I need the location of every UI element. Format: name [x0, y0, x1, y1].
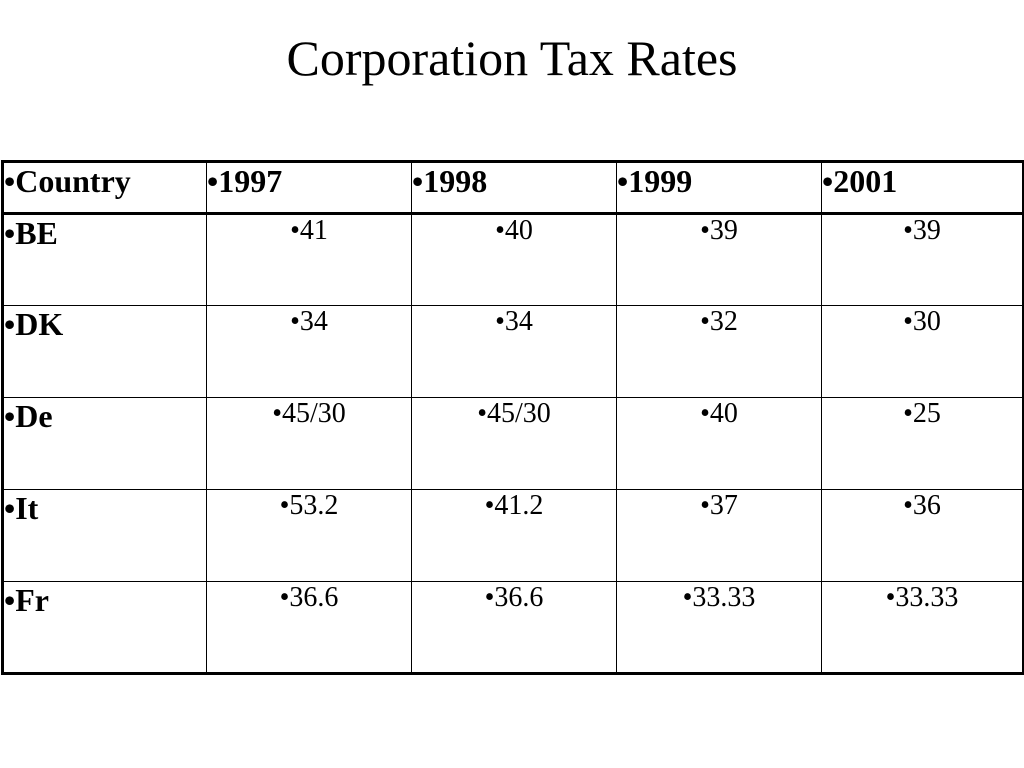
bullet-marker: [903, 490, 913, 521]
country-cell: De: [1, 397, 207, 490]
bullet-marker: [700, 490, 710, 521]
country-label: De: [15, 398, 53, 434]
rate-value: 37: [709, 490, 738, 521]
rate-value: 41.2: [494, 490, 544, 521]
bullet-marker: [485, 582, 495, 613]
bullet-marker: [495, 306, 505, 337]
bullet-marker: [290, 306, 300, 337]
table-row: Fr 36.6 36.6 33.33 33.33: [1, 581, 1024, 675]
country-cell: DK: [1, 305, 207, 398]
rate-value: 36.6: [494, 582, 544, 613]
rate-cell: 41: [206, 213, 412, 306]
rate-cell: 45/30: [411, 397, 617, 490]
column-header-label: 1998: [423, 163, 488, 199]
rate-cell: 36.6: [411, 581, 617, 675]
bullet-marker: [280, 582, 290, 613]
rate-value: 34: [299, 306, 328, 337]
rate-cell: 37: [616, 489, 822, 582]
bullet-marker: [412, 163, 423, 199]
bullet-marker: [4, 163, 15, 199]
country-label: BE: [15, 215, 58, 251]
tax-rates-table: Country 1997 1998 1999 2001 BE 41 40 39 …: [1, 160, 1024, 675]
bullet-marker: [700, 306, 710, 337]
column-header-label: 1999: [628, 163, 693, 199]
bullet-marker: [485, 490, 495, 521]
bullet-marker: [477, 398, 487, 429]
column-header-label: Country: [15, 163, 131, 199]
country-label: It: [15, 490, 39, 526]
rate-value: 30: [912, 306, 941, 337]
bullet-marker: [280, 490, 290, 521]
rate-cell: 32: [616, 305, 822, 398]
rate-cell: 33.33: [616, 581, 822, 675]
rate-cell: 36.6: [206, 581, 412, 675]
bullet-marker: [886, 582, 896, 613]
country-label: Fr: [15, 582, 49, 618]
column-header-label: 1997: [218, 163, 283, 199]
bullet-marker: [4, 215, 15, 251]
rate-value: 36.6: [289, 582, 339, 613]
rate-cell: 41.2: [411, 489, 617, 582]
rate-cell: 39: [821, 213, 1024, 306]
rate-cell: 33.33: [821, 581, 1024, 675]
bullet-marker: [4, 582, 15, 618]
rate-value: 40: [504, 215, 533, 246]
bullet-marker: [617, 163, 628, 199]
table-row: BE 41 40 39 39: [1, 213, 1024, 306]
bullet-marker: [822, 163, 833, 199]
bullet-marker: [903, 398, 913, 429]
bullet-marker: [272, 398, 282, 429]
rate-cell: 45/30: [206, 397, 412, 490]
rate-value: 39: [709, 215, 738, 246]
country-cell: It: [1, 489, 207, 582]
rate-cell: 53.2: [206, 489, 412, 582]
rate-value: 39: [912, 215, 941, 246]
rate-cell: 40: [411, 213, 617, 306]
rate-cell: 25: [821, 397, 1024, 490]
rate-value: 41: [299, 215, 328, 246]
rate-value: 45/30: [282, 398, 346, 429]
rate-cell: 39: [616, 213, 822, 306]
rate-cell: 34: [206, 305, 412, 398]
bullet-marker: [700, 215, 710, 246]
country-cell: BE: [1, 213, 207, 306]
rate-value: 40: [709, 398, 738, 429]
rate-cell: 36: [821, 489, 1024, 582]
bullet-marker: [683, 582, 693, 613]
rate-cell: 34: [411, 305, 617, 398]
column-header-1997: 1997: [206, 160, 412, 215]
table-row: It 53.2 41.2 37 36: [1, 489, 1024, 582]
rate-value: 33.33: [895, 582, 959, 613]
bullet-marker: [290, 215, 300, 246]
country-cell: Fr: [1, 581, 207, 675]
bullet-marker: [4, 490, 15, 526]
table-row: De 45/30 45/30 40 25: [1, 397, 1024, 490]
bullet-marker: [495, 215, 505, 246]
bullet-marker: [700, 398, 710, 429]
column-header-label: 2001: [833, 163, 898, 199]
rate-cell: 30: [821, 305, 1024, 398]
rate-value: 32: [709, 306, 738, 337]
bullet-marker: [903, 306, 913, 337]
column-header-1999: 1999: [616, 160, 822, 215]
bullet-marker: [4, 306, 15, 342]
slide-title: Corporation Tax Rates: [286, 30, 738, 86]
country-label: DK: [15, 306, 64, 342]
column-header-2001: 2001: [821, 160, 1024, 215]
rate-cell: 40: [616, 397, 822, 490]
rate-value: 25: [912, 398, 941, 429]
column-header-country: Country: [1, 160, 207, 215]
bullet-marker: [4, 398, 15, 434]
rate-value: 34: [504, 306, 533, 337]
rate-value: 33.33: [692, 582, 756, 613]
rate-value: 36: [912, 490, 941, 521]
table-row: DK 34 34 32 30: [1, 305, 1024, 398]
rate-value: 53.2: [289, 490, 339, 521]
table-header-row: Country 1997 1998 1999 2001: [1, 160, 1024, 215]
bullet-marker: [903, 215, 913, 246]
bullet-marker: [207, 163, 218, 199]
column-header-1998: 1998: [411, 160, 617, 215]
rate-value: 45/30: [487, 398, 551, 429]
